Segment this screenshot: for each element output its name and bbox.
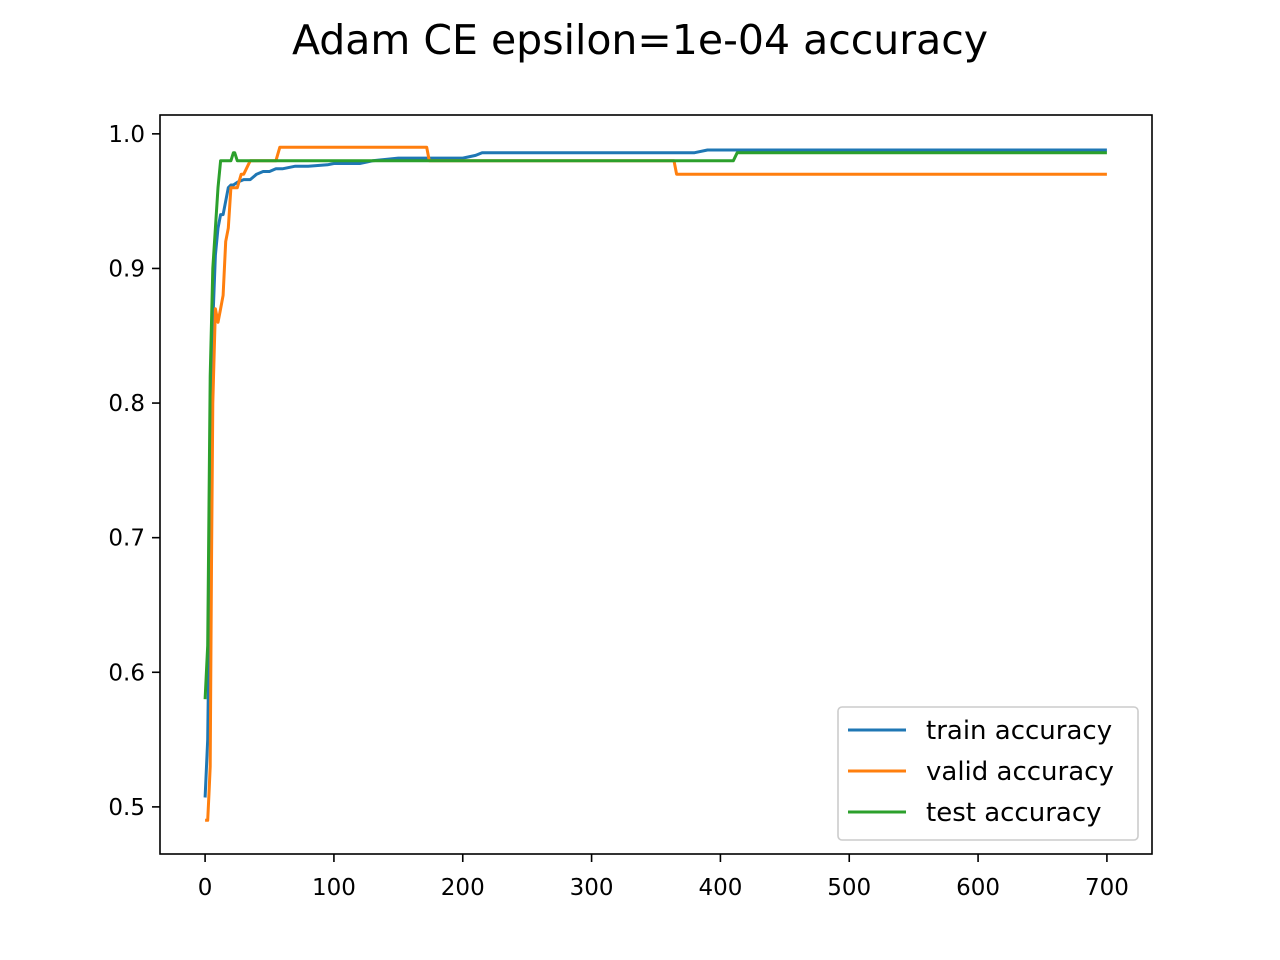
chart-title: Adam CE epsilon=1e-04 accuracy	[292, 16, 988, 64]
y-tick-label: 0.7	[108, 526, 145, 552]
x-tick-label: 200	[441, 875, 485, 901]
legend: train accuracy valid accuracy test accur…	[837, 706, 1139, 841]
x-tick-label: 400	[698, 875, 742, 901]
legend-label-test: test accuracy	[926, 798, 1102, 828]
legend-label-valid: valid accuracy	[926, 757, 1114, 787]
plot-frame	[159, 114, 1153, 855]
y-tick-label: 0.9	[108, 256, 145, 282]
legend-label-train: train accuracy	[926, 716, 1112, 746]
y-tick-label: 1.0	[108, 122, 145, 148]
x-tick-label: 500	[827, 875, 871, 901]
x-tick-label: 600	[956, 875, 1000, 901]
series-line-0	[203, 148, 1107, 798]
legend-box	[837, 706, 1139, 841]
x-tick-label: 700	[1085, 875, 1129, 901]
series-lines	[203, 145, 1107, 822]
x-tick-label: 300	[570, 875, 614, 901]
y-tick-label: 0.6	[108, 660, 145, 686]
x-axis: 0 100 200 300 400 500 600 700	[198, 854, 1129, 901]
y-tick-label: 0.5	[108, 795, 145, 821]
series-line-2	[203, 151, 1107, 700]
y-tick-label: 0.8	[108, 391, 145, 417]
x-tick-label: 100	[312, 875, 356, 901]
x-tick-label: 0	[198, 875, 213, 901]
y-axis: 0.5 0.6 0.7 0.8 0.9 1.0	[108, 122, 160, 821]
